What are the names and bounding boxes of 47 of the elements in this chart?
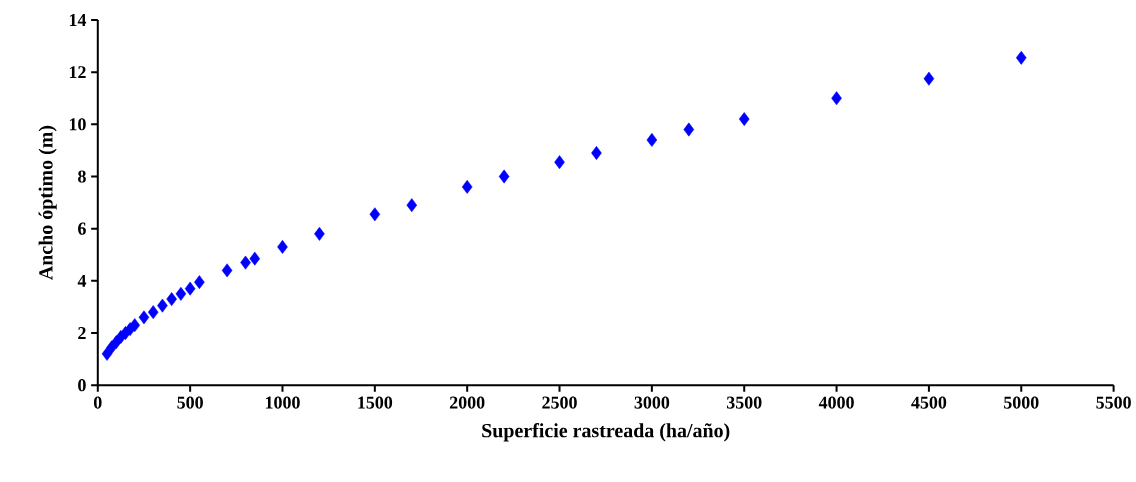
y-tick-label: 10	[69, 118, 86, 131]
point	[831, 91, 842, 106]
x-tick-label: 2000	[449, 396, 485, 409]
point	[369, 207, 381, 222]
x-tick-label: 1500	[358, 396, 393, 409]
point	[277, 240, 288, 254]
point	[221, 263, 233, 278]
point	[683, 122, 695, 137]
point	[406, 198, 418, 213]
y-tick-label: 0	[78, 379, 86, 392]
y-tick-label: 4	[77, 274, 87, 287]
x-axis-title: Superficie rastreada (ha/año)	[482, 423, 730, 442]
y-axis-title: Ancho óptimo (m)	[38, 125, 57, 280]
point	[314, 226, 325, 241]
x-tick-label: 500	[177, 396, 203, 409]
point	[240, 255, 251, 270]
y-tick-label: 6	[78, 222, 86, 235]
point	[175, 286, 187, 301]
point	[147, 305, 159, 320]
x-tick-label: 3000	[634, 396, 670, 409]
y-tick-label: 12	[69, 66, 86, 79]
point	[646, 133, 658, 147]
x-tick-label: 0	[93, 396, 102, 409]
y-tick-label: 8	[78, 170, 86, 183]
x-tick-label: 2500	[542, 396, 577, 409]
x-tick-label: 4000	[818, 396, 854, 409]
x-tick-label: 4500	[911, 396, 947, 409]
point	[554, 155, 565, 170]
point	[166, 292, 177, 307]
point	[591, 146, 602, 160]
point	[129, 318, 140, 333]
x-tick-label: 1000	[265, 396, 300, 409]
point	[184, 281, 196, 296]
point	[1016, 50, 1027, 65]
x-tick-label: 3500	[726, 396, 762, 409]
point	[194, 275, 205, 290]
point	[738, 112, 750, 127]
point	[138, 310, 150, 325]
x-tick-label: 5000	[1004, 396, 1039, 409]
point	[923, 71, 935, 86]
y-tick-label: 2	[78, 327, 86, 339]
point	[461, 180, 473, 194]
x-tick-label: 5500	[1096, 396, 1131, 409]
point	[157, 298, 168, 313]
point	[498, 169, 510, 184]
y-tick-label: 14	[69, 14, 87, 26]
point	[249, 251, 261, 266]
